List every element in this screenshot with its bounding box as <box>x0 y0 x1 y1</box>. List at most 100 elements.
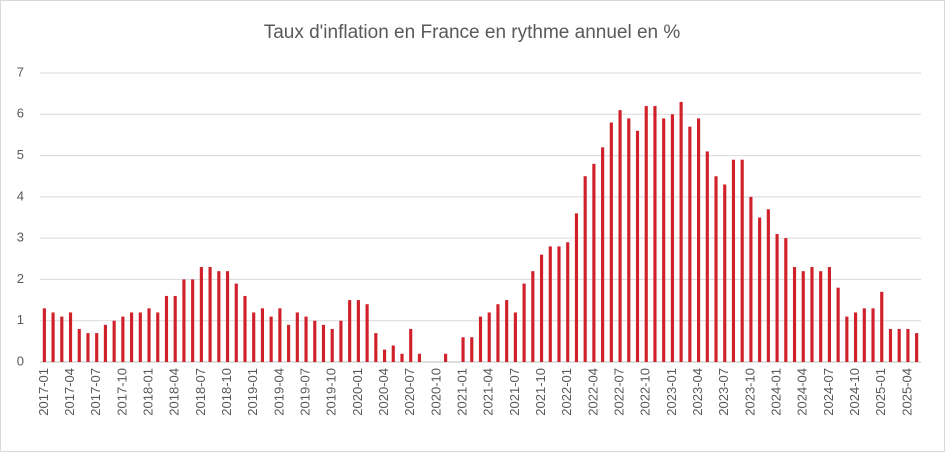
bar <box>391 345 395 362</box>
bar <box>444 353 448 362</box>
x-tick-label: 2018-07 <box>193 368 208 416</box>
bar <box>51 312 55 362</box>
x-tick-label: 2023-01 <box>664 368 679 416</box>
bar <box>505 300 509 362</box>
bar <box>566 242 570 362</box>
bar <box>888 328 893 362</box>
bar <box>705 151 709 362</box>
bar <box>164 295 169 362</box>
bar <box>112 320 116 362</box>
bar <box>854 312 858 362</box>
x-tick-label: 2018-04 <box>167 368 182 416</box>
bar <box>121 316 125 362</box>
bar <box>906 328 910 362</box>
x-tick-label: 2021-07 <box>507 368 522 416</box>
bar <box>260 308 265 362</box>
bar <box>731 159 736 362</box>
bar <box>304 316 308 362</box>
bar <box>68 312 73 362</box>
bar <box>470 337 474 362</box>
bar <box>217 271 221 362</box>
x-tick-label: 2018-01 <box>140 368 155 416</box>
bar <box>77 328 81 362</box>
x-tick-label: 2019-07 <box>297 368 312 416</box>
bar <box>409 328 413 362</box>
bar <box>766 209 770 362</box>
bar <box>42 308 46 362</box>
bar <box>461 337 465 362</box>
x-tick-label: 2024-10 <box>847 368 862 416</box>
bar <box>417 353 422 362</box>
x-tick-label: 2022-07 <box>612 368 627 416</box>
x-tick-label: 2019-04 <box>271 368 286 416</box>
chart-title: Taux d'inflation en France en rythme ann… <box>264 22 681 43</box>
bar <box>182 279 186 362</box>
bar <box>330 328 334 362</box>
bar <box>609 122 613 363</box>
bar <box>801 271 805 362</box>
bar <box>775 234 779 362</box>
x-tick-label: 2021-10 <box>533 368 548 416</box>
bar <box>199 267 203 362</box>
bar <box>487 312 491 362</box>
y-tick-label: 6 <box>17 106 24 121</box>
bar <box>234 283 238 362</box>
bar <box>531 271 535 362</box>
bar <box>130 312 134 362</box>
bar <box>653 106 657 363</box>
bar <box>618 110 622 363</box>
bar <box>758 217 762 362</box>
bar <box>269 316 273 362</box>
bar <box>592 163 596 362</box>
y-tick-label: 4 <box>17 188 24 203</box>
bar <box>252 312 256 362</box>
bar <box>862 308 866 362</box>
bar <box>784 238 788 362</box>
bar <box>374 333 378 362</box>
x-tick-label: 2020-07 <box>402 368 417 416</box>
x-tick-label: 2022-01 <box>559 368 574 416</box>
bar <box>880 291 884 362</box>
y-tick-label: 1 <box>17 312 24 327</box>
x-tick-label: 2025-01 <box>873 368 888 416</box>
x-tick-label: 2022-04 <box>585 368 600 416</box>
bar <box>915 333 919 362</box>
bar <box>810 267 814 362</box>
x-tick-label: 2017-07 <box>88 368 103 416</box>
bar <box>295 312 299 362</box>
bar <box>356 300 360 362</box>
x-tick-label: 2023-10 <box>742 368 757 416</box>
bar <box>225 271 230 362</box>
x-tick-label: 2020-04 <box>376 368 391 416</box>
y-tick-label: 5 <box>17 147 24 162</box>
bar <box>243 295 247 362</box>
y-tick-label: 0 <box>17 353 24 368</box>
bar <box>845 316 849 362</box>
bar <box>191 279 195 362</box>
bar <box>601 147 605 362</box>
bar <box>574 213 579 362</box>
bar <box>496 304 500 362</box>
bar <box>313 320 317 362</box>
bar <box>287 324 291 362</box>
bar <box>513 312 517 362</box>
bar <box>679 101 683 363</box>
bar <box>897 328 901 362</box>
bar <box>688 126 692 363</box>
bar <box>173 295 177 362</box>
x-tick-label: 2025-04 <box>899 368 914 416</box>
x-tick-label: 2023-07 <box>716 368 731 416</box>
bar <box>86 333 90 362</box>
bar <box>321 324 326 362</box>
bar <box>278 308 282 362</box>
bar <box>670 114 674 363</box>
bar <box>539 254 544 362</box>
y-tick-label: 7 <box>17 64 24 79</box>
bar <box>339 320 343 362</box>
bar <box>138 312 142 362</box>
x-tick-label: 2020-10 <box>428 368 443 416</box>
bar <box>147 308 151 362</box>
x-tick-label: 2021-04 <box>481 368 496 416</box>
y-tick-label: 3 <box>17 230 24 245</box>
